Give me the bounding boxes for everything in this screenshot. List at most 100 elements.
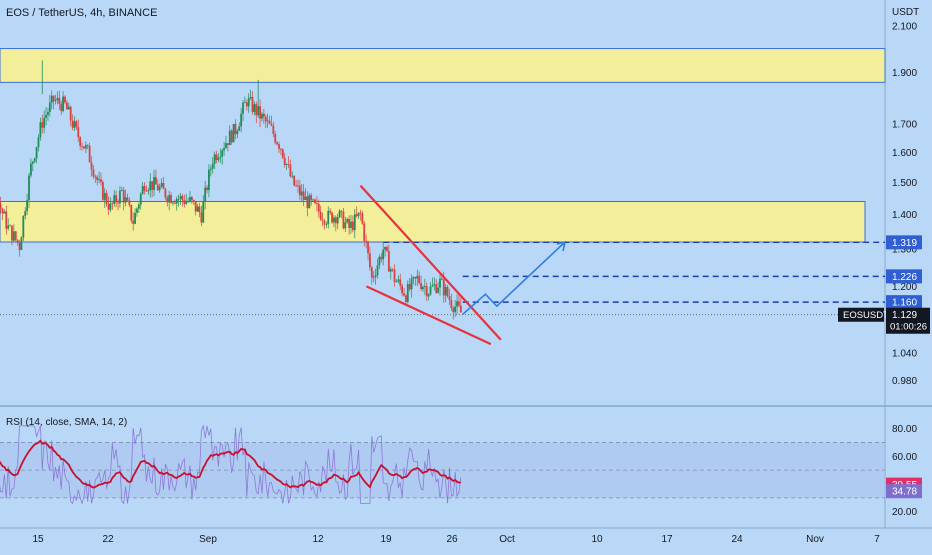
candle-body [162, 183, 165, 189]
candle-body [65, 102, 68, 110]
candle-body [456, 301, 458, 307]
candle-body [173, 202, 176, 204]
candle-body [351, 221, 354, 231]
candle-body [242, 102, 244, 114]
candle-body [12, 231, 15, 241]
candle-body [382, 249, 385, 260]
candle-body [128, 200, 131, 206]
candle-body [410, 278, 413, 290]
candle-body [387, 251, 390, 272]
time-tick-label: Oct [499, 534, 515, 545]
candle-body [408, 284, 411, 290]
candle-body [137, 204, 140, 209]
candle-body [60, 103, 63, 112]
candle-body [75, 121, 78, 128]
price-level-label: 1.319 [892, 238, 917, 249]
candle-body [321, 219, 324, 221]
candle-body [211, 163, 214, 169]
candle-body [272, 125, 275, 134]
price-tick-label: 1.700 [892, 120, 917, 131]
candle-body [117, 202, 119, 204]
candle-body [367, 242, 369, 254]
time-tick-label: 22 [102, 534, 114, 545]
candle-body [175, 199, 178, 204]
candle-body [289, 164, 292, 177]
price-tick-label: 1.600 [892, 148, 917, 159]
candle-body [442, 279, 445, 296]
candle-body [425, 286, 428, 297]
candle-body [1, 208, 4, 214]
candle-body [450, 300, 453, 309]
rsi-tick-label: 60.00 [892, 452, 917, 463]
candle-body [179, 196, 182, 199]
candle-body [139, 193, 142, 205]
candle-body [226, 143, 229, 146]
price-tick-label: 1.040 [892, 348, 917, 359]
candle-body [164, 188, 167, 198]
candle-body [141, 186, 144, 194]
candle-body [160, 183, 163, 187]
candle-body [84, 145, 87, 149]
candle-body [304, 196, 307, 200]
candle-body [47, 112, 49, 115]
candle-body [406, 284, 409, 302]
candle-body [249, 97, 252, 99]
candle-body [266, 120, 269, 122]
price-level-tag [886, 269, 922, 284]
candle-body [3, 211, 6, 214]
candle-body [276, 142, 279, 145]
candle-body [71, 120, 74, 128]
price-tick-label: 1.500 [892, 178, 917, 189]
candle-body [234, 123, 237, 135]
candle-body [295, 185, 297, 187]
candle-body [359, 212, 362, 214]
candle-body [20, 237, 23, 250]
candle-body [64, 96, 66, 103]
candle-body [329, 210, 332, 213]
candle-body [315, 203, 318, 205]
candle-body [81, 145, 83, 147]
candle-body [262, 113, 265, 117]
candle-body [314, 199, 316, 204]
candle-body [334, 217, 337, 224]
candle-body [24, 211, 27, 216]
candle-body [353, 214, 356, 231]
rsi-value: 34.78 [892, 487, 917, 498]
price-tick-label: 1.300 [892, 245, 917, 256]
candle-body [39, 122, 42, 138]
candle-body [228, 130, 231, 146]
candle-body [319, 211, 322, 220]
candle-body [156, 184, 159, 191]
candle-body [308, 195, 311, 209]
price-tick-label: 1.400 [892, 210, 917, 221]
candle-body [281, 149, 284, 158]
candle-body [416, 275, 419, 279]
candle-body [43, 117, 46, 128]
candle-body [0, 204, 2, 209]
candle-body [323, 220, 326, 225]
rsi-sma-line [0, 439, 462, 489]
candle-body [155, 177, 157, 185]
candle-body [458, 301, 460, 306]
candle-body [192, 199, 195, 202]
candle-body [344, 222, 347, 229]
candle-body [369, 253, 371, 268]
candle-body [302, 191, 305, 200]
candle-body [190, 196, 193, 200]
candle-body [317, 204, 320, 212]
candle-body [325, 224, 328, 225]
candle-body [37, 137, 40, 148]
time-tick-label: 17 [661, 534, 673, 545]
candle-body [380, 256, 383, 260]
candle-body [287, 164, 290, 165]
candle-body [418, 275, 421, 284]
candle-body [204, 187, 207, 202]
candle-body [185, 201, 188, 204]
candle-body [54, 100, 57, 102]
candle-body [45, 114, 47, 118]
candle-body [73, 121, 76, 128]
candle-body [31, 161, 34, 164]
candle-body [393, 269, 396, 283]
